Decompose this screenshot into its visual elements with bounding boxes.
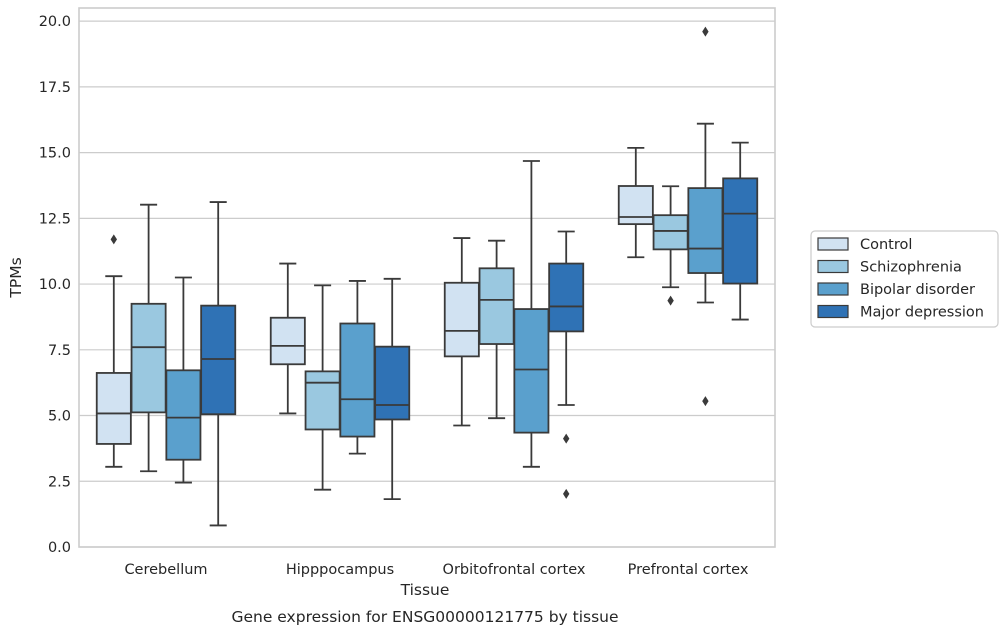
- y-tick-label: 15.0: [39, 146, 71, 162]
- box-major-depression: [548, 230, 585, 499]
- outlier-point: [702, 26, 709, 37]
- legend: Control Schizophrenia Bipolar disorder Majo…: [810, 230, 999, 328]
- box-control: [95, 234, 132, 468]
- box-body: [617, 185, 654, 226]
- x-tick-label: Hipppocampus: [286, 562, 394, 578]
- box-control: [269, 262, 306, 415]
- box-major-depression: [200, 201, 237, 527]
- x-tick-label: Cerebellum: [124, 562, 207, 578]
- chart-caption: Gene expression for ENSG00000121775 by t…: [231, 608, 618, 626]
- outlier-point: [563, 488, 570, 499]
- box-body: [165, 369, 202, 461]
- box-body: [374, 345, 411, 421]
- legend-label: Bipolar disorder: [860, 282, 975, 298]
- box-schizophrenia: [478, 239, 515, 420]
- box-body: [95, 372, 132, 445]
- box-major-depression: [374, 277, 411, 501]
- box-control: [443, 237, 480, 427]
- box-body: [652, 214, 689, 251]
- box-major-depression: [722, 141, 759, 321]
- y-tick-label: 7.5: [48, 343, 71, 359]
- y-tick-label: 12.5: [39, 211, 71, 227]
- box-bipolar-disorder: [513, 160, 550, 468]
- box-schizophrenia: [130, 203, 167, 473]
- y-tick-labels: 0.0 2.5 5.0 7.5 10.0 12.5 15.0 17.5 20.0: [39, 14, 71, 556]
- legend-swatch: [817, 259, 849, 274]
- x-tick-label: Prefrontal cortex: [628, 562, 749, 578]
- legend-label: Schizophrenia: [860, 260, 962, 276]
- y-tick-label: 0.0: [48, 540, 71, 556]
- legend-swatch: [817, 237, 849, 251]
- outlier-point: [667, 295, 674, 306]
- plot-frame: [78, 7, 776, 548]
- box-schizophrenia: [652, 185, 689, 306]
- box-body: [687, 187, 724, 274]
- y-tick-label: 17.5: [39, 80, 71, 96]
- y-tick-label: 10.0: [39, 277, 71, 293]
- box-body: [478, 267, 515, 345]
- y-tick-label: 5.0: [48, 409, 71, 425]
- y-tick-label: 2.5: [48, 474, 71, 490]
- outlier-point: [702, 396, 709, 407]
- box-series: [95, 26, 759, 527]
- box-body: [443, 281, 480, 358]
- box-body: [722, 177, 759, 285]
- box-body: [130, 302, 167, 414]
- outlier-point: [110, 234, 117, 245]
- legend-swatch: [817, 282, 849, 296]
- box-schizophrenia: [304, 284, 341, 491]
- box-body: [339, 322, 376, 438]
- box-body: [200, 304, 237, 416]
- box-body: [548, 262, 585, 333]
- legend-frame: [810, 230, 999, 328]
- box-control: [617, 146, 654, 259]
- outlier-point: [563, 433, 570, 444]
- box-bipolar-disorder: [165, 276, 202, 484]
- legend-swatch: [817, 304, 849, 319]
- box-body: [269, 316, 306, 366]
- x-axis-label: Tissue: [400, 581, 450, 599]
- y-tick-label: 20.0: [39, 14, 71, 30]
- x-tick-labels: Cerebellum Hipppocampus Orbitofrontal cort…: [124, 562, 748, 578]
- y-axis-label: TPMs: [7, 257, 25, 298]
- legend-label: Major depression: [860, 305, 984, 321]
- box-bipolar-disorder: [687, 26, 724, 407]
- box-bipolar-disorder: [339, 280, 376, 455]
- box-body: [304, 370, 341, 431]
- legend-label: Control: [860, 237, 912, 253]
- box-body: [513, 308, 550, 434]
- x-tick-label: Orbitofrontal cortex: [443, 562, 586, 578]
